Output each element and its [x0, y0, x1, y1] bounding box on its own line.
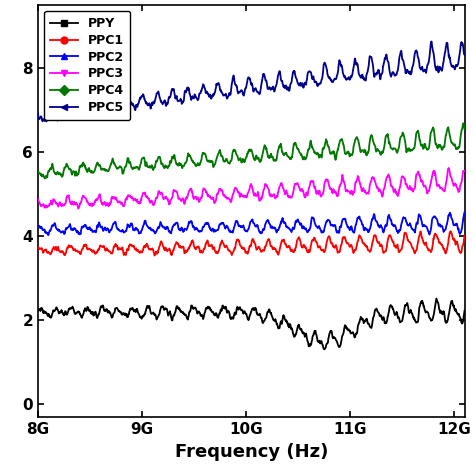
Legend: PPY, PPC1, PPC2, PPC3, PPC4, PPC5: PPY, PPC1, PPC2, PPC3, PPC4, PPC5	[44, 11, 130, 120]
X-axis label: Frequency (Hz): Frequency (Hz)	[174, 443, 328, 461]
